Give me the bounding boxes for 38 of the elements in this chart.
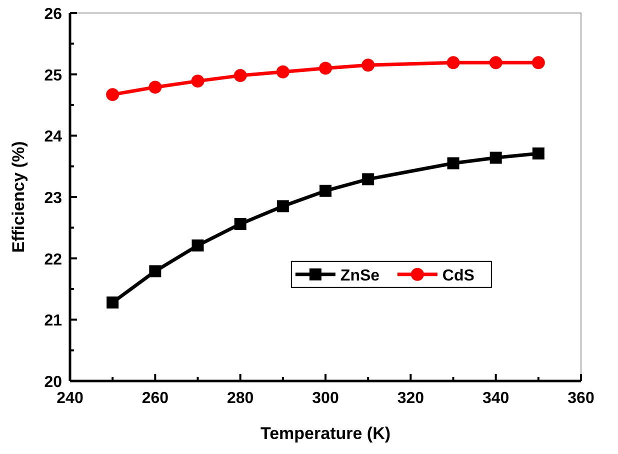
- point: [149, 265, 162, 278]
- legend-label: ZnSe: [340, 267, 380, 284]
- x-tick-label: 300: [312, 390, 339, 407]
- y-tick-label: 21: [44, 312, 62, 330]
- x-tick-label: 360: [568, 390, 594, 407]
- point: [192, 239, 204, 252]
- point: [362, 58, 375, 72]
- point: [234, 69, 247, 82]
- y-axis-title: Efficiency (%): [9, 141, 28, 253]
- x-tick-label: 260: [142, 390, 169, 407]
- point: [489, 56, 502, 70]
- point: [276, 200, 289, 212]
- point: [532, 147, 544, 160]
- point: [319, 62, 332, 75]
- point: [532, 56, 545, 70]
- point: [106, 88, 120, 102]
- point: [490, 152, 502, 164]
- y-tick-label: 25: [44, 67, 62, 84]
- point: [106, 296, 119, 308]
- y-tick-label: 20: [44, 374, 62, 391]
- point: [362, 173, 374, 186]
- point: [446, 56, 460, 70]
- y-tick-label: 23: [44, 190, 62, 207]
- x-tick-label: 280: [226, 390, 254, 407]
- point: [234, 218, 246, 230]
- y-tick-label: 26: [44, 6, 62, 23]
- y-tick-label: 24: [44, 128, 62, 146]
- point: [191, 74, 204, 88]
- x-tick-label: 320: [397, 390, 424, 407]
- point: [447, 157, 460, 170]
- x-tick-label: 340: [482, 390, 510, 407]
- legend-label: CdS: [442, 267, 475, 284]
- point: [148, 80, 162, 94]
- x-tick-label: 240: [56, 390, 84, 407]
- point: [276, 65, 290, 78]
- x-axis-title: Temperature (K): [260, 424, 391, 443]
- point: [320, 184, 332, 197]
- y-tick-label: 22: [44, 251, 62, 268]
